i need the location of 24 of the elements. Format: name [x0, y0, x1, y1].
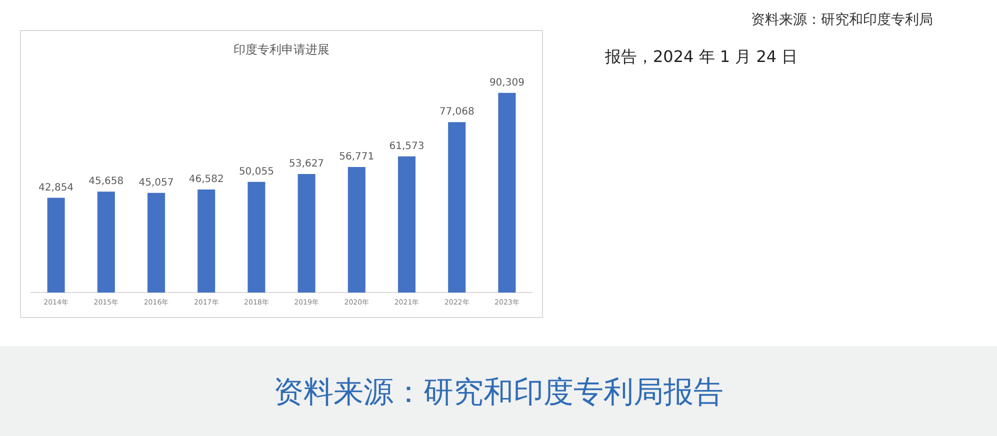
- bar: [348, 167, 366, 293]
- bar: [298, 174, 316, 293]
- bar: [248, 182, 266, 293]
- bar: [198, 190, 216, 293]
- chart-title: 印度专利申请进展: [234, 42, 330, 56]
- text: 资料来源：研究和印度专利局报告: [272, 374, 724, 412]
- bar: [147, 192, 166, 293]
- bar: [498, 92, 516, 293]
- text: 资料来源：研究和印度专利局: [751, 11, 933, 29]
- data-label: 45,057: [138, 178, 174, 189]
- data-label: 42,854: [38, 182, 74, 194]
- text: 报告，2024 年 1 月 24 日: [605, 47, 798, 68]
- data-label: 46,582: [188, 174, 224, 186]
- bar: [97, 192, 115, 293]
- bar: [448, 122, 466, 293]
- data-label: 77,068: [439, 106, 474, 118]
- data-label: 45,658: [88, 176, 124, 188]
- bar: [398, 156, 416, 293]
- data-label: 56,771: [339, 152, 374, 163]
- data-label: 90,309: [489, 77, 524, 88]
- data-label: 53,627: [289, 158, 324, 170]
- bar: [47, 198, 65, 293]
- data-label: 61,573: [389, 140, 424, 152]
- data-label: 50,055: [238, 166, 274, 178]
